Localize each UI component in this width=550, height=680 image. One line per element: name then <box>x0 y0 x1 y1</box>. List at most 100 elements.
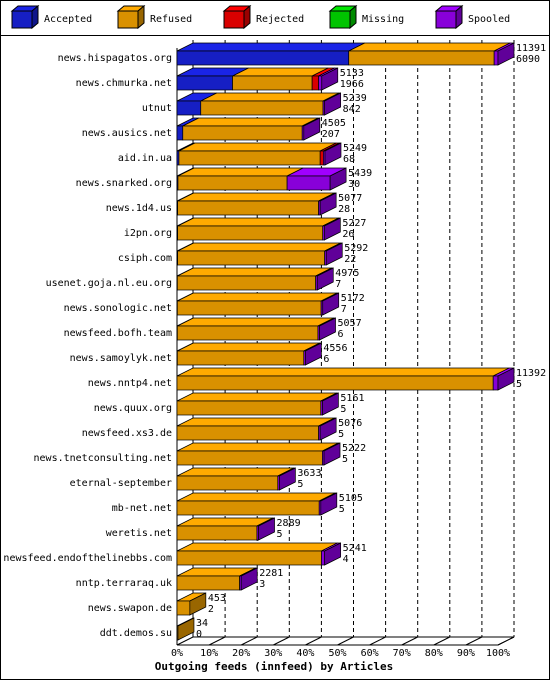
value-label: 5 <box>339 504 345 515</box>
x-tick-label: 70% <box>393 648 411 659</box>
legend-label: Refused <box>150 14 192 25</box>
value-label: 4556 <box>323 343 347 354</box>
x-tick-label: 30% <box>264 648 282 659</box>
y-tick-label: i2pn.org <box>124 228 172 239</box>
value-label: 7 <box>341 304 347 315</box>
bar-top <box>177 167 304 177</box>
legend-swatch <box>435 10 457 29</box>
bar-top <box>348 42 511 52</box>
bar-segment <box>176 400 322 416</box>
value-label: 1966 <box>340 79 364 90</box>
y-tick-label: newsfeed.endofthelinebbs.com <box>3 553 172 564</box>
y-tick-label: news.hispagatos.org <box>58 53 172 64</box>
bar-segment <box>176 325 319 341</box>
bar-segment <box>178 150 321 166</box>
tick-mark <box>401 636 418 646</box>
bar-side <box>189 592 207 616</box>
value-label: 28 <box>338 204 350 215</box>
value-label: 5227 <box>342 218 366 229</box>
tick-mark <box>433 636 451 646</box>
bar-top <box>177 317 335 327</box>
legend-swatch <box>329 10 351 29</box>
y-tick-label: weretis.net <box>106 528 172 539</box>
bar-segment <box>286 175 331 191</box>
bar-segment <box>348 50 495 66</box>
bar-side <box>316 267 334 291</box>
value-label: 22 <box>344 254 356 265</box>
bar-side <box>279 467 296 491</box>
tick-mark <box>305 636 322 646</box>
y-tick-label: usenet.goja.nl.eu.org <box>46 278 172 289</box>
value-label: 6 <box>338 329 344 340</box>
legend-swatch <box>11 10 33 29</box>
bar-segment <box>176 375 494 391</box>
value-label: 4505 <box>322 118 346 129</box>
bar-segment <box>321 550 326 566</box>
value-label: 453 <box>208 593 226 604</box>
value-label: 2 <box>208 604 214 615</box>
bar-top <box>176 417 335 427</box>
y-tick-label: nntp.terraraq.uk <box>76 578 172 589</box>
y-tick-label: news.nntp4.net <box>88 378 172 389</box>
bar-segment <box>176 575 240 591</box>
value-label: 5133 <box>340 68 364 79</box>
bar-top <box>182 117 319 127</box>
y-tick-label: utnut <box>142 103 172 114</box>
value-label: 5 <box>342 454 348 465</box>
value-label: 6090 <box>516 54 540 65</box>
value-label: 11392 <box>516 368 546 379</box>
bar-side <box>305 342 322 366</box>
bar-top <box>176 442 339 452</box>
bar-side <box>497 42 515 66</box>
x-tick-label: 100% <box>486 648 510 659</box>
bar-top <box>177 217 339 227</box>
value-label: 5 <box>516 379 522 390</box>
value-label: 5077 <box>338 193 362 204</box>
value-label: 842 <box>343 104 361 115</box>
x-tick-label: 80% <box>425 648 443 659</box>
bar-segment <box>176 450 323 466</box>
bar-segment <box>177 225 324 241</box>
x-tick-label: 40% <box>296 648 314 659</box>
legend-label: Accepted <box>44 14 92 25</box>
bar-segment <box>176 550 322 566</box>
bar-top <box>177 192 335 202</box>
y-tick-label: news.swapon.de <box>88 603 172 614</box>
value-label: 5057 <box>338 318 362 329</box>
value-label: 5292 <box>344 243 368 254</box>
bar-side <box>323 217 341 241</box>
value-label: 5 <box>277 529 283 540</box>
bar-segment <box>176 600 191 616</box>
legend-swatch <box>117 10 139 29</box>
value-label: 2889 <box>277 518 301 529</box>
x-tick-label: 10% <box>200 648 218 659</box>
bar-side <box>320 492 338 516</box>
bar-segment <box>176 525 258 541</box>
bar-side <box>319 417 337 441</box>
y-tick-label: csiph.com <box>118 253 172 264</box>
y-tick-label: news.quux.org <box>94 403 172 414</box>
value-label: 3 <box>259 579 265 590</box>
bar-side <box>324 142 342 166</box>
tick-mark <box>176 636 194 646</box>
legend-swatch <box>223 10 245 29</box>
value-label: 4975 <box>335 268 359 279</box>
y-tick-label: news.sonologic.net <box>64 303 172 314</box>
bar-top <box>176 367 510 377</box>
bar-top <box>176 467 294 477</box>
bar-top <box>177 292 338 302</box>
bar-segment <box>176 50 350 66</box>
bar-segment <box>200 100 324 116</box>
bar-segment <box>176 350 305 366</box>
bar-top <box>178 142 337 152</box>
bar-segment <box>318 75 323 91</box>
bar-side <box>325 242 343 266</box>
bar-top <box>176 517 274 527</box>
bar-segment <box>492 375 499 391</box>
y-tick-label: aid.in.ua <box>118 153 172 164</box>
value-label: 6 <box>323 354 329 365</box>
bar-segment <box>176 125 184 141</box>
bar-top <box>177 342 320 352</box>
value-label: 0 <box>196 629 202 640</box>
bar-side <box>303 117 321 141</box>
